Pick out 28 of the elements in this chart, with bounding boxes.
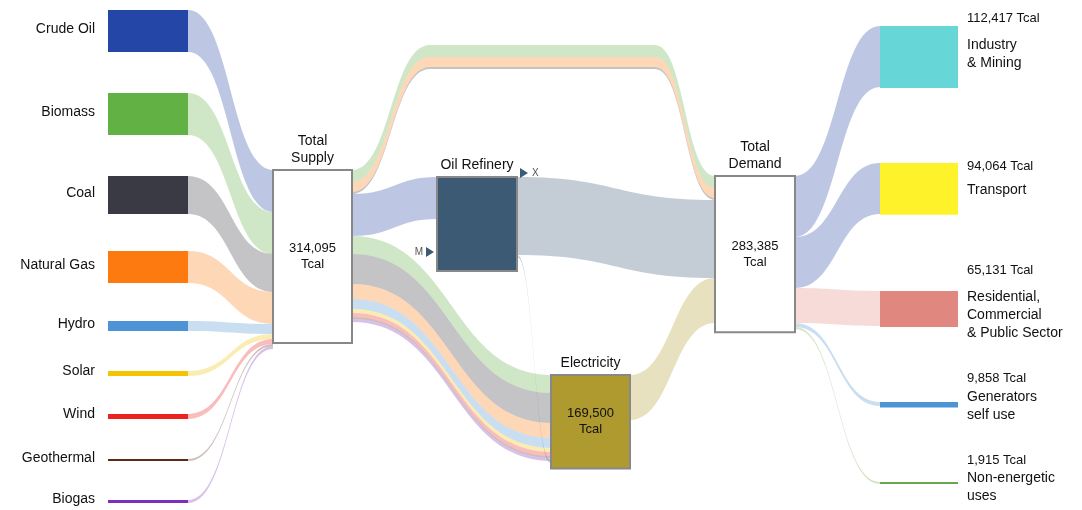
category-label: Biomass bbox=[41, 102, 95, 119]
category-label: Total Supply bbox=[291, 132, 334, 165]
data-label: 9,858 Tcal bbox=[967, 369, 1027, 385]
category-label: Biogas bbox=[52, 490, 95, 507]
category-label: Coal bbox=[66, 183, 95, 200]
category-label: Total Demand bbox=[728, 138, 782, 171]
data-label: 314,095 Tcal bbox=[289, 240, 336, 272]
category-label: Crude Oil bbox=[35, 19, 95, 36]
text: X bbox=[532, 166, 539, 178]
text: M bbox=[414, 245, 423, 257]
category-label: Natural Gas bbox=[20, 255, 95, 272]
data-label: 283,385 Tcal bbox=[731, 237, 779, 269]
data-label: 65,131 Tcal bbox=[967, 261, 1034, 277]
category-label: Residential, Commercial & Public Sector bbox=[967, 287, 1064, 340]
data-label: 112,417 Tcal bbox=[967, 9, 1040, 25]
category-label: Industry & Mining bbox=[967, 35, 1022, 70]
category-label: Oil Refinery bbox=[440, 156, 514, 172]
category-label: Geothermal bbox=[21, 448, 95, 465]
category-label: Solar bbox=[62, 362, 96, 379]
data-label: 94,064 Tcal bbox=[967, 157, 1034, 173]
category-label: Electricity bbox=[560, 354, 621, 370]
data-label: 169,500 Tcal bbox=[567, 405, 614, 437]
category-label: Generators self use bbox=[967, 387, 1038, 422]
category-label: Hydro bbox=[57, 314, 96, 331]
category-label: Transport bbox=[967, 180, 1027, 197]
category-label: Non-energetic uses bbox=[967, 468, 1055, 503]
data-label: 1,915 Tcal bbox=[967, 451, 1027, 467]
category-label: Wind bbox=[63, 405, 95, 422]
